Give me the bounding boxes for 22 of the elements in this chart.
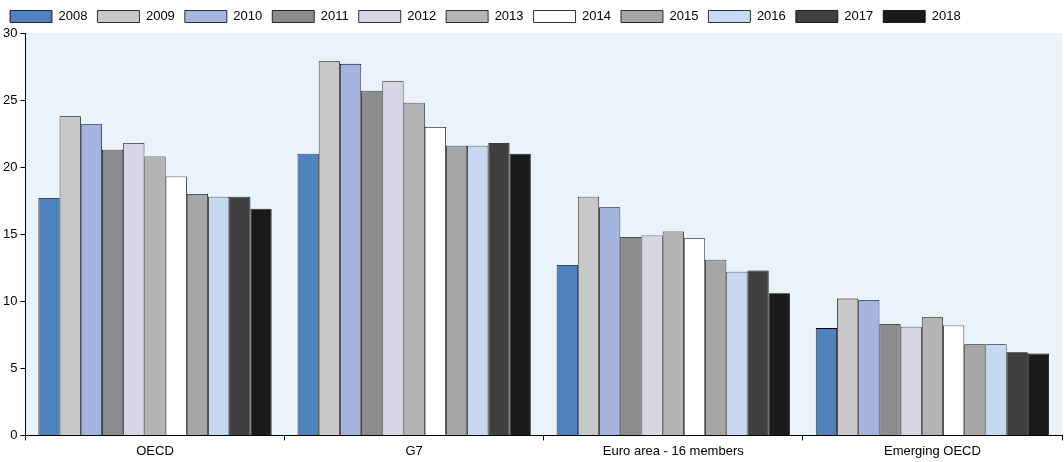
y-tick-label: 0	[10, 426, 18, 442]
legend-label: 2013	[494, 8, 524, 24]
x-tick-label: OECD	[136, 442, 174, 458]
legend-label: 2014	[582, 8, 611, 24]
y-tick-label: 15	[2, 225, 18, 241]
legend-label: 2018	[931, 8, 961, 24]
legend-label: 2016	[756, 8, 786, 24]
x-tick-label: G7	[405, 442, 423, 458]
legend-label: 2017	[844, 8, 874, 24]
y-tick-label: 25	[2, 91, 18, 107]
legend-label: 2011	[320, 8, 349, 24]
legend-label: 2008	[58, 8, 88, 24]
x-tick-label: Emerging OECD	[884, 442, 981, 458]
y-tick-label: 30	[2, 24, 18, 40]
legend-label: 2009	[145, 8, 175, 24]
legend-label: 2012	[407, 8, 437, 24]
x-tick-label: Euro area - 16 members	[602, 442, 745, 458]
y-tick-label: 20	[2, 158, 18, 174]
y-tick-label: 5	[10, 359, 18, 375]
legend-label: 2010	[233, 8, 263, 24]
legend-label: 2015	[669, 8, 699, 24]
y-tick-label: 10	[2, 292, 18, 308]
